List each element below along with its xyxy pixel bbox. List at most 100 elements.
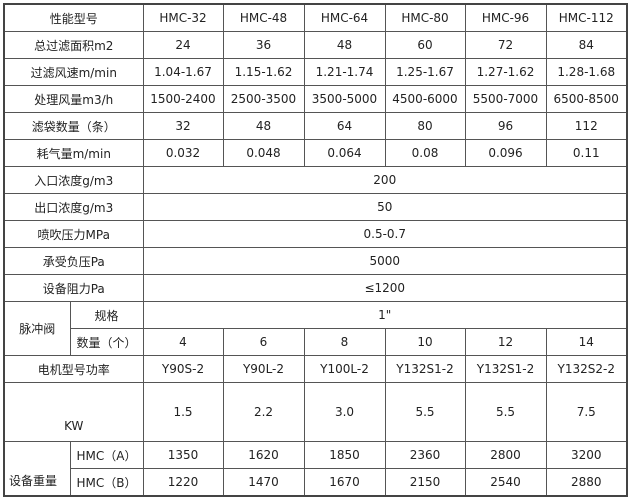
row-label: 入口浓度g/m3 xyxy=(3,166,144,194)
table-cell: 10 xyxy=(384,328,466,356)
table-cell: Y132S1-2 xyxy=(464,355,547,383)
model-header: HMC-64 xyxy=(303,3,386,32)
table-cell: 0.08 xyxy=(384,139,466,167)
table-cell: 64 xyxy=(303,112,386,140)
table-cell: 1.04-1.67 xyxy=(142,58,224,86)
table-cell: 14 xyxy=(545,328,628,356)
table-cell: Y100L-2 xyxy=(303,355,386,383)
table-cell: 4 xyxy=(142,328,224,356)
table-cell: Y90L-2 xyxy=(222,355,305,383)
table-cell: 32 xyxy=(142,112,224,140)
table-row: 入口浓度g/m3 200 xyxy=(3,166,628,194)
table-cell: 24 xyxy=(142,31,224,59)
table-cell: 1620 xyxy=(222,441,305,469)
table-cell: Y132S1-2 xyxy=(384,355,466,383)
table-cell: 6500-8500 xyxy=(545,85,628,113)
table-row: 出口浓度g/m3 50 xyxy=(3,193,628,221)
table-cell: Y132S2-2 xyxy=(545,355,628,383)
row-label: 总过滤面积m2 xyxy=(3,31,144,59)
model-header: HMC-96 xyxy=(464,3,547,32)
table-row: 喷吹压力MPa 0.5-0.7 xyxy=(3,220,628,248)
table-cell: 8 xyxy=(303,328,386,356)
table-cell: 12 xyxy=(464,328,547,356)
table-row: 设备重量 HMC（A） 1350 1620 1850 2360 2800 3200 xyxy=(3,441,628,497)
row-label: 出口浓度g/m3 xyxy=(3,193,144,221)
table-cell: ≤1200 xyxy=(142,274,628,302)
table-cell: 72 xyxy=(464,31,547,59)
table-cell: 1.28-1.68 xyxy=(545,58,628,86)
table-cell: 4500-6000 xyxy=(384,85,466,113)
table-cell: 80 xyxy=(384,112,466,140)
table-cell: 84 xyxy=(545,31,628,59)
table-row: 处理风量m3/h 1500-2400 2500-3500 3500-5000 4500-… xyxy=(3,85,628,113)
table-cell: 50 xyxy=(142,193,628,221)
table-cell: 1.25-1.67 xyxy=(384,58,466,86)
header-row: 性能型号 HMC-32 HMC-48 HMC-64 HMC-80 HMC-96 HMC-11… xyxy=(3,3,628,32)
model-header: HMC-112 xyxy=(545,3,628,32)
row-label: 设备阻力Pa xyxy=(3,274,144,302)
table-cell: 0.5-0.7 xyxy=(142,220,628,248)
table-cell: 96 xyxy=(464,112,547,140)
table-row: 设备阻力Pa ≤1200 xyxy=(3,274,628,302)
table-cell: 200 xyxy=(142,166,628,194)
table-cell: 0.096 xyxy=(464,139,547,167)
table-cell: 1.5 xyxy=(142,382,224,442)
table-cell: Y90S-2 xyxy=(142,355,224,383)
table-cell: 1350 xyxy=(142,441,224,469)
table-cell: 5.5 xyxy=(464,382,547,442)
sub-label: 规格 xyxy=(69,301,144,329)
table-cell: 5.5 xyxy=(384,382,466,442)
row-label: 承受负压Pa xyxy=(3,247,144,275)
model-header: HMC-80 xyxy=(384,3,466,32)
table-cell: 1.15-1.62 xyxy=(222,58,305,86)
table-cell: 5000 xyxy=(142,247,628,275)
row-label: 耗气量m/min xyxy=(3,139,144,167)
row-label: 脉冲阀 xyxy=(3,301,71,356)
table-cell: 1.27-1.62 xyxy=(464,58,547,86)
table-row: 滤袋数量（条） 32 48 64 80 96 112 xyxy=(3,112,628,140)
table-cell: 5500-7000 xyxy=(464,85,547,113)
row-label: 过滤风速m/min xyxy=(3,58,144,86)
table-row: 总过滤面积m2 24 36 48 60 72 84 xyxy=(3,31,628,59)
sub-label: 数量（个） xyxy=(69,328,144,356)
table-cell: 0.032 xyxy=(142,139,224,167)
table-cell: 0.064 xyxy=(303,139,386,167)
table-row: 脉冲阀 规格 1" xyxy=(3,301,628,356)
sub-label: HMC（A） xyxy=(69,441,144,469)
table-row: 过滤风速m/min 1.04-1.67 1.15-1.62 1.21-1.74 1.25… xyxy=(3,58,628,86)
spec-table: 性能型号 HMC-32 HMC-48 HMC-64 HMC-80 HMC-96 HMC-11… xyxy=(3,3,628,497)
model-header: HMC-32 xyxy=(142,3,224,32)
table-cell: 1850 xyxy=(303,441,386,469)
table-cell: 60 xyxy=(384,31,466,59)
row-label: KW xyxy=(3,382,144,442)
table-cell: 3.0 xyxy=(303,382,386,442)
table-cell: 7.5 xyxy=(545,382,628,442)
table-cell: 6 xyxy=(222,328,305,356)
row-label: 设备重量 xyxy=(3,441,71,497)
table-cell: 2360 xyxy=(384,441,466,469)
table-cell: 0.11 xyxy=(545,139,628,167)
table-cell: 48 xyxy=(222,112,305,140)
table-cell: 0.048 xyxy=(222,139,305,167)
table-cell: 1.21-1.74 xyxy=(303,58,386,86)
table-row: 耗气量m/min 0.032 0.048 0.064 0.08 0.096 0.11 xyxy=(3,139,628,167)
table-row: HMC（B） 1220 1470 1670 2150 2540 2880 xyxy=(4,468,628,497)
table-cell: 3500-5000 xyxy=(303,85,386,113)
table-row: 承受负压Pa 5000 xyxy=(3,247,628,275)
table-cell: 112 xyxy=(545,112,628,140)
table-cell: 2800 xyxy=(464,441,547,469)
row-label: 喷吹压力MPa xyxy=(3,220,144,248)
table-row: KW 1.5 2.2 3.0 5.5 5.5 7.5 xyxy=(3,382,628,442)
row-label: 滤袋数量（条） xyxy=(3,112,144,140)
table-row: 电机型号功率 Y90S-2 Y90L-2 Y100L-2 Y132S1-2 Y132S1-… xyxy=(3,355,628,383)
table-cell: 2.2 xyxy=(222,382,305,442)
table-row: 数量（个） 4 6 8 10 12 14 xyxy=(4,328,628,356)
table-cell: 2500-3500 xyxy=(222,85,305,113)
row-label: 电机型号功率 xyxy=(3,355,144,383)
table-cell: 48 xyxy=(303,31,386,59)
table-cell: 1500-2400 xyxy=(142,85,224,113)
table-cell: 3200 xyxy=(545,441,628,469)
table-cell: 1" xyxy=(142,301,628,329)
model-header: HMC-48 xyxy=(222,3,305,32)
table-cell: 36 xyxy=(222,31,305,59)
